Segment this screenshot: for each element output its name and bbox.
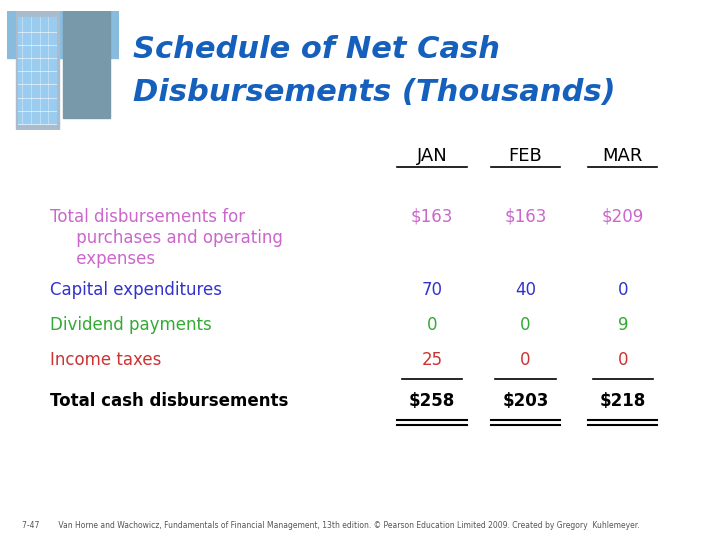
Text: $163: $163 bbox=[411, 208, 453, 226]
Text: MAR: MAR bbox=[603, 147, 643, 165]
Text: 70: 70 bbox=[421, 281, 443, 299]
Text: $203: $203 bbox=[503, 392, 549, 409]
Text: 7-47        Van Horne and Wachowicz, Fundamentals of Financial Management, 13th : 7-47 Van Horne and Wachowicz, Fundamenta… bbox=[22, 521, 639, 530]
Text: $258: $258 bbox=[409, 392, 455, 409]
Text: Schedule of Net Cash: Schedule of Net Cash bbox=[133, 35, 500, 64]
Bar bbox=[7, 11, 119, 58]
Text: JAN: JAN bbox=[417, 147, 447, 165]
Text: Total cash disbursements: Total cash disbursements bbox=[50, 392, 289, 409]
Text: 25: 25 bbox=[421, 351, 443, 369]
Text: Total disbursements for
     purchases and operating
     expenses: Total disbursements for purchases and op… bbox=[50, 208, 283, 267]
Bar bbox=[19, 17, 56, 124]
Text: 0: 0 bbox=[618, 351, 628, 369]
Text: 0: 0 bbox=[521, 351, 531, 369]
Bar bbox=[63, 11, 110, 118]
Text: $218: $218 bbox=[600, 392, 646, 409]
Text: Dividend payments: Dividend payments bbox=[50, 316, 212, 334]
Text: 9: 9 bbox=[618, 316, 628, 334]
Text: FEB: FEB bbox=[509, 147, 542, 165]
Bar bbox=[16, 11, 58, 130]
Text: Income taxes: Income taxes bbox=[50, 351, 162, 369]
Text: Disbursements (Thousands): Disbursements (Thousands) bbox=[133, 78, 616, 107]
Text: 0: 0 bbox=[618, 281, 628, 299]
Text: Capital expenditures: Capital expenditures bbox=[50, 281, 222, 299]
Text: $163: $163 bbox=[505, 208, 546, 226]
Text: 40: 40 bbox=[515, 281, 536, 299]
Text: 0: 0 bbox=[521, 316, 531, 334]
Text: 0: 0 bbox=[427, 316, 437, 334]
Text: $209: $209 bbox=[602, 208, 644, 226]
